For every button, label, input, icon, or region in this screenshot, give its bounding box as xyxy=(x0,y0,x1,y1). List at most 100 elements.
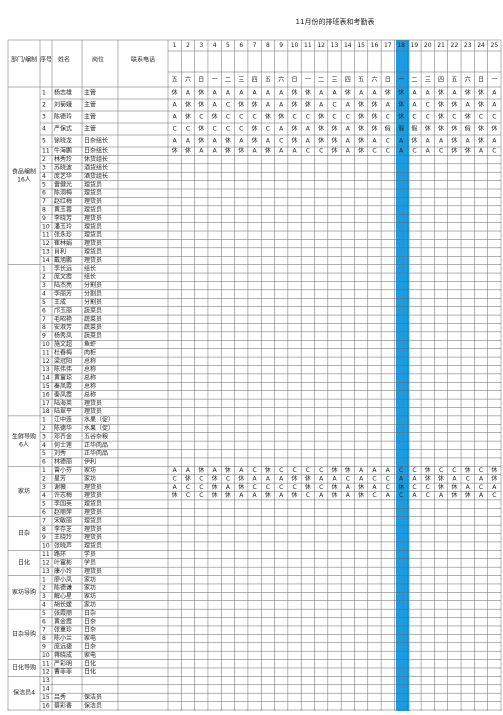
name: 胡长媛 xyxy=(54,600,72,608)
shift: 休 xyxy=(252,101,258,109)
seq: 15 xyxy=(42,383,50,390)
seq: 7 xyxy=(42,316,46,323)
post: 总称 xyxy=(84,382,96,390)
post: 理货员 xyxy=(84,222,102,230)
shift: 休 xyxy=(478,137,484,145)
shift: C xyxy=(386,475,390,482)
seq: 2 xyxy=(42,102,46,109)
shift: A xyxy=(213,138,218,145)
shift: A xyxy=(186,467,191,474)
shift: 休 xyxy=(438,474,444,482)
post: 日杂 xyxy=(84,618,96,625)
dept-label: 16人 xyxy=(17,176,31,183)
post: 理货员 xyxy=(84,206,102,214)
shift: C xyxy=(386,148,390,155)
shift: C xyxy=(386,138,390,145)
shift: A xyxy=(452,475,457,482)
seq: 13 xyxy=(42,568,50,575)
shift: C xyxy=(492,148,496,155)
shift: C xyxy=(439,148,443,155)
seq: 9 xyxy=(42,333,46,340)
shift: C xyxy=(426,492,430,499)
shift: 休 xyxy=(305,89,311,97)
dept-label: 6人 xyxy=(19,442,29,449)
weekday: 日 xyxy=(198,77,204,84)
post: 组长 xyxy=(84,273,96,281)
post: 休货组长 xyxy=(84,155,108,163)
seq: 3 xyxy=(42,165,46,172)
name: 曾小芬 xyxy=(54,466,72,474)
shift: A xyxy=(372,90,377,97)
shift: C xyxy=(426,484,430,491)
dept-label: 日化 xyxy=(18,558,30,566)
day-number: 6 xyxy=(239,42,243,49)
shift: A xyxy=(173,114,178,121)
seq: 15 xyxy=(42,694,50,701)
shift: A xyxy=(239,492,244,499)
seq: 8 xyxy=(42,526,46,533)
name: 黄富琼 xyxy=(54,374,72,382)
shift: 休 xyxy=(478,89,484,97)
shift: C xyxy=(186,126,190,133)
shift: A xyxy=(213,467,218,474)
weekday: 二 xyxy=(225,77,231,84)
name: 宋敏丽 xyxy=(54,516,72,524)
day-number: 22 xyxy=(451,42,459,49)
name: 李丽芳 xyxy=(54,290,72,298)
day-number: 11 xyxy=(304,42,312,49)
shift: 休 xyxy=(371,113,377,121)
dept-label: 家坊导购 xyxy=(12,588,36,596)
weekday: 四 xyxy=(345,77,351,84)
shift: 休 xyxy=(185,113,191,121)
name: 梁冠阳 xyxy=(54,357,72,365)
shift: A xyxy=(399,148,404,155)
shift: 休 xyxy=(252,137,258,145)
seq: 7 xyxy=(42,517,46,524)
shift: 休 xyxy=(358,137,364,145)
shift: A xyxy=(213,102,218,109)
post: 理货员 xyxy=(84,491,102,499)
shift: 休 xyxy=(212,491,218,499)
shift: 休 xyxy=(225,466,231,474)
shift: C xyxy=(199,492,203,499)
weekday: 五 xyxy=(451,77,457,84)
shift: 休 xyxy=(172,89,178,97)
shift: C xyxy=(292,467,296,474)
name: 陈洞梅 xyxy=(54,189,72,197)
shift: A xyxy=(199,148,204,155)
shift: 休 xyxy=(371,125,377,133)
shift: A xyxy=(399,475,404,482)
seq: 1 xyxy=(42,576,46,583)
shift: C xyxy=(306,467,310,474)
shift: C xyxy=(226,102,230,109)
dept-label: 日杂导购 xyxy=(12,630,36,638)
shift: A xyxy=(266,475,271,482)
name: 黄金霞 xyxy=(54,617,72,625)
shift: C xyxy=(492,114,496,121)
shift: 休 xyxy=(465,113,471,121)
shift: C xyxy=(466,475,470,482)
shift: 休 xyxy=(238,101,244,109)
shift: 休 xyxy=(292,101,298,109)
day-number: 18 xyxy=(397,42,405,49)
weekday: 三 xyxy=(238,77,244,84)
post: 日杂组长 xyxy=(84,137,108,145)
seq: 1 xyxy=(42,417,46,424)
post: 理货员 xyxy=(84,567,102,575)
shift: C xyxy=(306,114,310,121)
shift: 休 xyxy=(398,483,404,491)
seq: 10 xyxy=(42,223,50,230)
shift: A xyxy=(306,126,311,133)
seq: 10 xyxy=(42,341,50,348)
shift: 休 xyxy=(172,491,178,499)
shift: 休 xyxy=(491,474,497,482)
post: 鱼虾 xyxy=(84,340,96,348)
post: 家坊 xyxy=(84,466,96,474)
seq: 2 xyxy=(42,156,46,163)
shift: C xyxy=(332,114,336,121)
shift: 休 xyxy=(345,89,351,97)
shift: A xyxy=(386,492,391,499)
shift: 休 xyxy=(305,101,311,109)
shift: A xyxy=(359,475,364,482)
